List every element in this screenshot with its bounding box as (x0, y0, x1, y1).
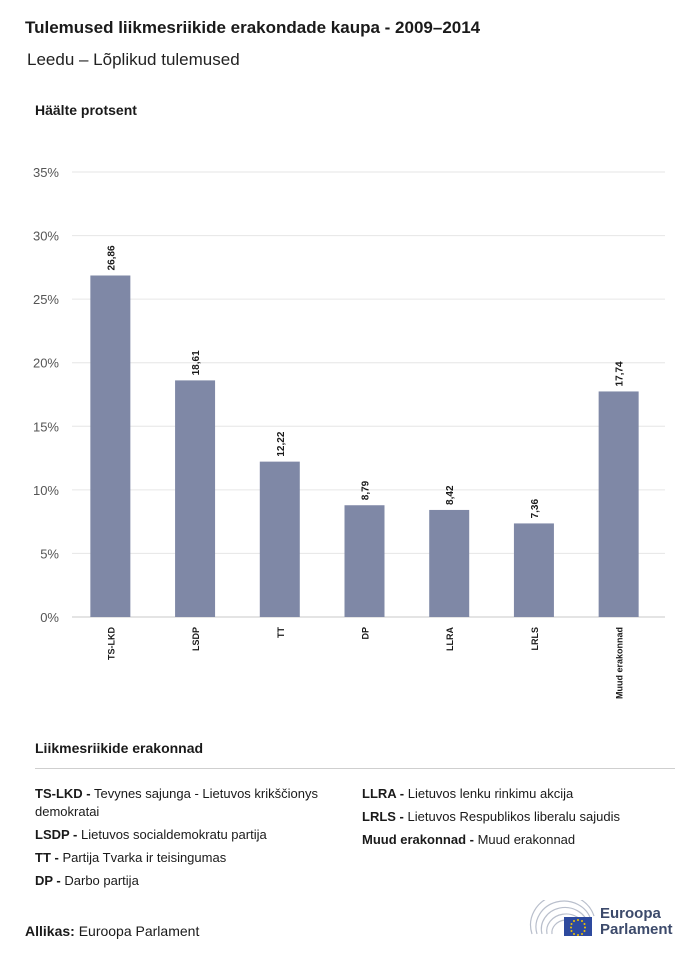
bar (513, 523, 554, 617)
legend-entry: TT - Partija Tvarka ir teisingumas (35, 849, 345, 867)
y-tick-label: 15% (33, 419, 59, 434)
category-label: Muud erakonnad (615, 627, 625, 699)
y-tick-label: 20% (33, 356, 59, 371)
legend-name: Partija Tvarka ir teisingumas (58, 850, 227, 865)
legend-abbr: LSDP - (35, 827, 78, 842)
bar-chart: 0% 5% 10% 15% 20% 25% 30% 35% 26,86 TS-LKD 18,61 LS… (33, 165, 665, 699)
y-tick-label: 5% (40, 546, 59, 561)
legend-entry: TS-LKD - Tevynes sajunga - Lietuvos krik… (35, 785, 345, 821)
y-tick-label: 30% (33, 229, 59, 244)
legend-title: Liikmesriikide erakonnad (35, 740, 204, 756)
legend-entry: Muud erakonnad - Muud erakonnad (362, 831, 682, 849)
category-label: LSDP (191, 627, 201, 651)
category-label: LRLS (530, 627, 540, 651)
bar (344, 505, 385, 617)
y-tick-label: 35% (33, 165, 59, 180)
logo-wordmark: Euroopa Parlament (600, 906, 673, 938)
legend-name: Lietuvos socialdemokratu partija (77, 827, 267, 842)
value-label: 8,79 (361, 480, 372, 500)
y-tick-label: 25% (33, 292, 59, 307)
y-tick-label: 10% (33, 483, 59, 498)
value-label: 12,22 (276, 431, 287, 456)
legend-entry: LLRA - Lietuvos lenku rinkimu akcija (362, 785, 682, 803)
legend-entry: DP - Darbo partija (35, 872, 345, 890)
y-axis-title: Häälte protsent (35, 102, 137, 118)
legend-abbr: DP - (35, 873, 61, 888)
legend-abbr: LLRA - (362, 786, 405, 801)
legend-entry: LRLS - Lietuvos Respublikos liberalu saj… (362, 808, 682, 826)
legend-divider (35, 768, 675, 769)
legend-column-right: LLRA - Lietuvos lenku rinkimu akcija LRLS… (362, 785, 682, 854)
legend-name: Darbo partija (60, 873, 139, 888)
source-note: Allikas: Euroopa Parlament (25, 923, 199, 939)
source-label: Allikas: (25, 923, 75, 939)
legend-abbr: LRLS - (362, 809, 404, 824)
legend-name: Lietuvos lenku rinkimu akcija (404, 786, 574, 801)
category-label: TT (276, 627, 286, 638)
legend-name: Tevynes sajunga - Lietuvos krikščionys d… (35, 786, 318, 819)
legend-column-left: TS-LKD - Tevynes sajunga - Lietuvos krik… (35, 785, 345, 895)
category-label: TS-LKD (106, 627, 116, 660)
bar (259, 461, 300, 617)
value-label: 26,86 (106, 245, 117, 270)
chart-title: Tulemused liikmesriikide erakondade kaup… (25, 18, 481, 37)
logo-line-2: Parlament (600, 921, 673, 938)
value-label: 8,42 (445, 485, 456, 505)
value-label: 7,36 (530, 499, 541, 519)
source-value: Euroopa Parlament (78, 923, 200, 939)
value-label: 17,74 (615, 361, 626, 386)
value-label: 18,61 (191, 350, 202, 375)
bar (429, 509, 470, 617)
logo-line-1: Euroopa (600, 905, 661, 922)
y-tick-label: 0% (40, 610, 59, 625)
bar (90, 275, 131, 617)
category-label: LLRA (445, 627, 455, 651)
legend-abbr: TS-LKD - (35, 786, 91, 801)
legend-abbr: Muud erakonnad - (362, 832, 474, 847)
chart-subtitle: Leedu – Lõplikud tulemused (27, 50, 240, 69)
legend-entry: LSDP - Lietuvos socialdemokratu partija (35, 826, 345, 844)
legend-name: Muud erakonnad (473, 832, 576, 847)
bar (598, 391, 639, 617)
legend-name: Lietuvos Respublikos liberalu sajudis (403, 809, 620, 824)
european-parliament-logo (529, 900, 595, 936)
category-label: DP (361, 627, 371, 640)
bar (175, 380, 216, 617)
legend-abbr: TT - (35, 850, 59, 865)
